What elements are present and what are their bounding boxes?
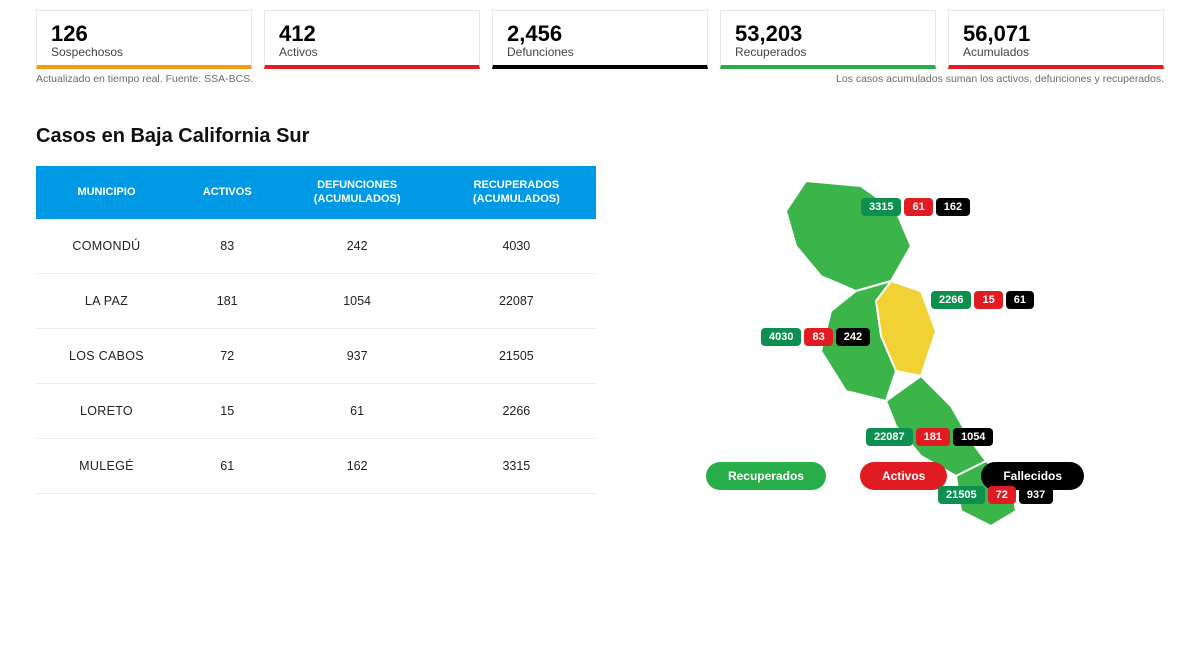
col-header: MUNICIPIO (36, 166, 177, 219)
badge-activos[interactable]: 72 (988, 486, 1016, 504)
section-title: Casos en Baja California Sur (0, 85, 1200, 166)
table-cell: 4030 (437, 219, 596, 274)
badge-activos[interactable]: 61 (904, 198, 932, 216)
badge-recuperados[interactable]: 2266 (931, 291, 971, 309)
stat-label: Activos (279, 45, 465, 59)
table-row: LA PAZ181105422087 (36, 273, 596, 328)
table-header-row: MUNICIPIOACTIVOSDEFUNCIONES(ACUMULADOS)R… (36, 166, 596, 219)
table-cell: 22087 (437, 273, 596, 328)
table-cell: 21505 (437, 328, 596, 383)
col-header: DEFUNCIONES(ACUMULADOS) (278, 166, 437, 219)
table-cell: 61 (278, 383, 437, 438)
stat-label: Recuperados (735, 45, 921, 59)
table-cell: 2266 (437, 383, 596, 438)
map-legend: Recuperados Activos Fallecidos (626, 462, 1164, 494)
table-cell: 3315 (437, 438, 596, 493)
table-cell: 72 (177, 328, 278, 383)
table-row: LORETO15612266 (36, 383, 596, 438)
badge-fallecidos[interactable]: 937 (1019, 486, 1053, 504)
badge-fallecidos[interactable]: 61 (1006, 291, 1034, 309)
badge-fallecidos[interactable]: 242 (836, 328, 870, 346)
badge-recuperados[interactable]: 3315 (861, 198, 901, 216)
legend-recuperados[interactable]: Recuperados (706, 462, 826, 490)
badge-recuperados[interactable]: 21505 (938, 486, 985, 504)
footnote-row: Actualizado en tiempo real. Fuente: SSA-… (0, 69, 1200, 85)
table-cell: 937 (278, 328, 437, 383)
map-badge-cluster-3: 220871811054 (866, 428, 993, 446)
badge-recuperados[interactable]: 4030 (761, 328, 801, 346)
stats-row: 126Sospechosos412Activos2,456Defunciones… (0, 0, 1200, 69)
table-row: COMONDÚ832424030 (36, 219, 596, 274)
table-cell: 162 (278, 438, 437, 493)
content-row: MUNICIPIOACTIVOSDEFUNCIONES(ACUMULADOS)R… (0, 166, 1200, 494)
stat-card-0: 126Sospechosos (36, 10, 252, 69)
table-cell: 242 (278, 219, 437, 274)
table-row: LOS CABOS7293721505 (36, 328, 596, 383)
badge-fallecidos[interactable]: 1054 (953, 428, 993, 446)
table-cell: MULEGÉ (36, 438, 177, 493)
map-badge-cluster-1: 22661561 (931, 291, 1034, 309)
table-cell: 83 (177, 219, 278, 274)
stat-value: 126 (51, 21, 237, 47)
stat-card-4: 56,071Acumulados (948, 10, 1164, 69)
badge-activos[interactable]: 83 (804, 328, 832, 346)
map-badge-cluster-2: 403083242 (761, 328, 870, 346)
map-badge-cluster-4: 2150572937 (938, 486, 1053, 504)
col-header: RECUPERADOS(ACUMULADOS) (437, 166, 596, 219)
table-cell: 15 (177, 383, 278, 438)
legend-activos[interactable]: Activos (860, 462, 947, 490)
stat-value: 53,203 (735, 21, 921, 47)
cases-table: MUNICIPIOACTIVOSDEFUNCIONES(ACUMULADOS)R… (36, 166, 596, 494)
table-cell: LA PAZ (36, 273, 177, 328)
table-cell: 1054 (278, 273, 437, 328)
table-cell: 61 (177, 438, 278, 493)
badge-recuperados[interactable]: 22087 (866, 428, 913, 446)
stat-card-3: 53,203Recuperados (720, 10, 936, 69)
table-cell: LOS CABOS (36, 328, 177, 383)
footnote-right: Los casos acumulados suman los activos, … (836, 73, 1164, 85)
stat-label: Acumulados (963, 45, 1149, 59)
badge-activos[interactable]: 181 (916, 428, 950, 446)
table-cell: COMONDÚ (36, 219, 177, 274)
stat-card-1: 412Activos (264, 10, 480, 69)
footnote-left: Actualizado en tiempo real. Fuente: SSA-… (36, 73, 253, 85)
stat-label: Defunciones (507, 45, 693, 59)
stat-value: 412 (279, 21, 465, 47)
table-cell: 181 (177, 273, 278, 328)
table-body: COMONDÚ832424030LA PAZ181105422087LOS CA… (36, 219, 596, 494)
stat-label: Sospechosos (51, 45, 237, 59)
table-row: MULEGÉ611623315 (36, 438, 596, 493)
col-header: ACTIVOS (177, 166, 278, 219)
map-badge-cluster-0: 331561162 (861, 198, 970, 216)
table-cell: LORETO (36, 383, 177, 438)
badge-activos[interactable]: 15 (974, 291, 1002, 309)
stat-card-2: 2,456Defunciones (492, 10, 708, 69)
stat-value: 2,456 (507, 21, 693, 47)
stat-value: 56,071 (963, 21, 1149, 47)
badge-fallecidos[interactable]: 162 (936, 198, 970, 216)
map-region: Recuperados Activos Fallecidos 331561162… (626, 166, 1164, 494)
